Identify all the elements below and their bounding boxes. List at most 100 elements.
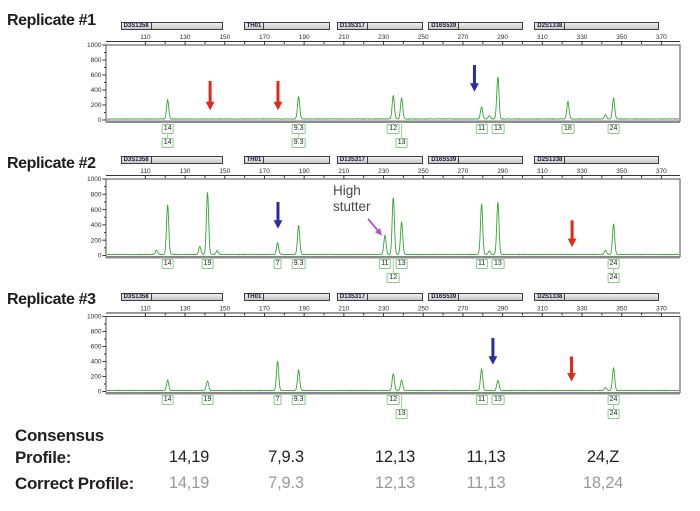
rep2-x-tick-label: 270: [458, 168, 469, 175]
rep2-y-tick-label: 0: [98, 253, 102, 260]
rep3-x-tick-label: 350: [616, 306, 627, 313]
rep2-y-tick-label: 200: [91, 237, 102, 244]
rep2-red-arrow-head: [567, 238, 577, 248]
marker-bar-d13s317: D13S317: [336, 22, 424, 30]
rep3-y-tick-label: 200: [91, 374, 102, 381]
marker-bar-th01: TH01: [243, 22, 330, 30]
rep2-allele-box-13: 13: [491, 259, 505, 269]
marker-bar-d16s539: D16S539: [428, 293, 524, 301]
rep2-x-tick-label: 110: [140, 168, 151, 175]
correct-value-1: 14,19: [168, 474, 210, 492]
rep1-x-tick-label: 210: [338, 34, 349, 41]
marker-bar-label: D13S317: [338, 294, 368, 300]
consensus-value-2: 7,9.3: [268, 448, 304, 466]
rep1-allele-box-11: 11: [475, 123, 488, 134]
annotation-line2: stutter: [333, 199, 371, 214]
rep3-plot-frame: [105, 316, 681, 393]
rep2-allele-box-13: 13: [395, 259, 409, 269]
correct-value-3: 12,13: [374, 474, 416, 492]
correct-value-2: 7,9.3: [268, 474, 304, 492]
rep3-allele-box-11: 11: [475, 395, 488, 405]
marker-bar-label: D13S317: [338, 23, 368, 29]
rep1-x-tick-label: 310: [537, 34, 548, 41]
rep1-x-tick-label: 290: [497, 34, 508, 41]
rep3-trace: [107, 360, 680, 392]
rep1-red-arrow-head: [205, 101, 215, 111]
rep1-x-tick-label: 130: [180, 34, 191, 41]
rep3-allele-box-24: 24: [607, 409, 620, 419]
rep3-y-tick-label: 0: [98, 389, 102, 396]
rep2-allele-box-9.3: 9.3: [291, 259, 306, 269]
rep1-trace: [106, 76, 680, 120]
rep1-allele-box-24: 24: [607, 123, 620, 134]
rep2-trace: [106, 192, 680, 256]
rep1-x-tick-label: 270: [458, 34, 469, 41]
marker-bar-label: D2S1338: [535, 23, 566, 29]
rep1-plot-frame: [105, 44, 681, 122]
rep1-allele-box-13: 13: [491, 123, 505, 134]
correct-value-4: 11,13: [466, 474, 506, 492]
rep3-red-arrow-head: [567, 373, 576, 382]
consensus-value-1: 14,19: [168, 448, 210, 466]
rep2-x-tick-label: 350: [616, 168, 627, 175]
marker-bar-d2s1338: D2S1338: [534, 22, 660, 30]
rep3-x-tick-label: 330: [577, 306, 588, 313]
rep3-x-tick-label: 170: [259, 306, 270, 313]
rep2-x-tick-label: 310: [537, 168, 548, 175]
rep1-x-tick-label: 170: [259, 34, 270, 41]
rep2-x-tick-label: 130: [180, 168, 191, 175]
rep1-allele-box-9.3: 9.3: [291, 123, 306, 134]
rep2-y-tick-label: 600: [91, 207, 102, 214]
rep2-x-tick-label: 330: [577, 168, 588, 175]
marker-bar-label: TH01: [245, 23, 265, 29]
rep3-y-tick-label: 400: [91, 359, 102, 366]
rep2-y-tick-label: 1000: [87, 176, 102, 183]
rep1-x-tick-label: 370: [656, 34, 667, 41]
marker-bar-label: TH01: [245, 294, 265, 300]
rep3-x-tick-label: 190: [299, 306, 310, 313]
rep2-plot-frame: [105, 178, 681, 257]
rep2-allele-box-19: 19: [201, 259, 214, 269]
rep1-x-tick-label: 250: [418, 34, 429, 41]
consensus-label-line1: Consensus: [15, 426, 104, 445]
marker-bar-label: D16S539: [429, 157, 460, 163]
consensus-value-3: 12,13: [374, 448, 416, 466]
rep3-allele-box-9.3: 9.3: [291, 395, 306, 405]
rep3-allele-box-12: 12: [386, 395, 400, 405]
rep1-allele-box-13: 13: [395, 137, 409, 148]
marker-bar-th01: TH01: [243, 156, 330, 164]
marker-bar-label: TH01: [245, 157, 265, 163]
rep1-y-tick-label: 200: [91, 102, 102, 109]
rep3-x-tick-label: 210: [338, 306, 349, 313]
rep1-x-tick-label: 330: [577, 34, 588, 41]
marker-bar-d2s1338: D2S1338: [534, 293, 660, 301]
marker-bar-d16s539: D16S539: [428, 156, 524, 164]
rep2-allele-box-14: 14: [161, 259, 175, 269]
rep3-allele-box-7: 7: [273, 395, 283, 405]
rep1-y-tick-label: 0: [98, 117, 102, 124]
rep1-y-tick-label: 400: [91, 87, 102, 94]
rep2-x-tick-label: 230: [378, 168, 389, 175]
rep1-y-tick-label: 800: [91, 57, 102, 64]
rep2-x-tick-label: 290: [497, 168, 508, 175]
marker-bar-label: D3S1358: [122, 23, 152, 29]
marker-bar-label: D3S1358: [122, 294, 152, 300]
rep1-y-tick-label: 1000: [87, 42, 102, 49]
rep3-allele-box-14: 14: [161, 395, 175, 405]
rep3-y-tick-label: 800: [91, 329, 102, 336]
marker-bar-label: D13S317: [338, 157, 368, 163]
rep1-y-tick-label: 600: [91, 72, 102, 79]
replicate-3-label: Replicate #3: [7, 291, 96, 308]
marker-bar-label: D16S539: [429, 23, 460, 29]
rep1-red-arrow-head: [273, 101, 283, 111]
marker-bar-d2s1338: D2S1338: [534, 156, 660, 164]
consensus-label-line2: Profile:: [15, 448, 72, 467]
rep2-x-tick-label: 210: [338, 168, 349, 175]
rep3-x-tick-label: 310: [537, 306, 548, 313]
rep3-x-tick-label: 130: [180, 306, 191, 313]
rep1-x-tick-label: 350: [616, 34, 627, 41]
marker-bar-label: D3S1358: [122, 157, 152, 163]
marker-bar-d16s539: D16S539: [428, 22, 524, 30]
annotation-line1: High: [333, 183, 361, 198]
